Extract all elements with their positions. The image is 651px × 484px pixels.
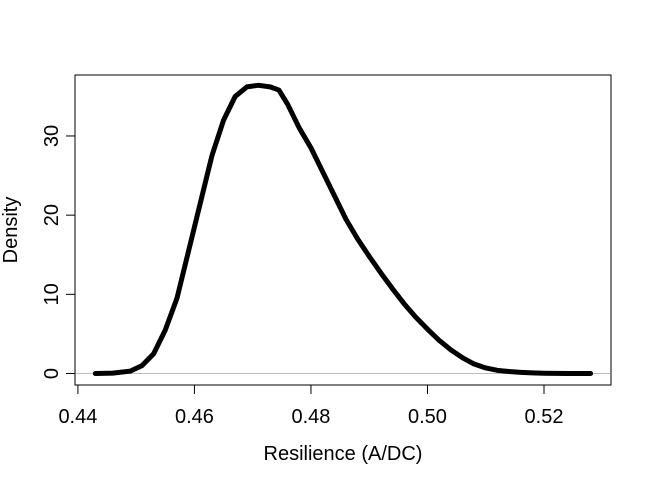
series-layer xyxy=(92,82,594,377)
y-axis: 0 10 20 30 xyxy=(41,125,76,379)
y-tick-label: 30 xyxy=(41,125,63,147)
x-tick-label: 0.50 xyxy=(408,406,447,428)
x-tick-label: 0.46 xyxy=(175,406,214,428)
x-tick-label: 0.44 xyxy=(58,406,97,428)
x-tick-label: 0.48 xyxy=(291,406,330,428)
y-axis-title: Density xyxy=(0,197,22,264)
density-curve xyxy=(92,82,594,377)
y-tick-label: 0 xyxy=(41,368,63,379)
x-tick-label: 0.52 xyxy=(525,406,564,428)
y-tick-label: 10 xyxy=(41,283,63,305)
y-tick-label: 20 xyxy=(41,204,63,226)
x-axis: 0.44 0.46 0.48 0.50 0.52 xyxy=(58,384,564,428)
x-axis-title: Resilience (A/DC) xyxy=(264,443,423,465)
